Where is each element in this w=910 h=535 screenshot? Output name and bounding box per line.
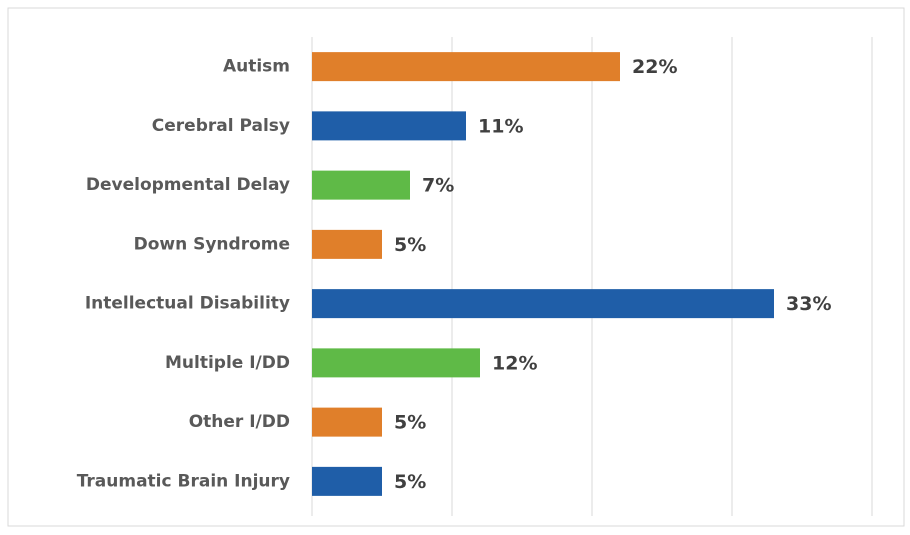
y-tick-label: Autism — [223, 57, 290, 77]
bar — [312, 52, 620, 82]
bar — [312, 407, 382, 437]
data-label: 12% — [492, 352, 537, 374]
chart-border — [7, 7, 905, 527]
data-label: 5% — [394, 412, 426, 434]
bar — [312, 111, 466, 141]
data-label: 5% — [394, 234, 426, 256]
bar — [312, 348, 480, 378]
bar — [312, 289, 774, 319]
bar — [312, 170, 410, 200]
y-tick-label: Multiple I/DD — [165, 353, 290, 373]
y-tick-label: Intellectual Disability — [85, 294, 290, 314]
y-tick-label: Developmental Delay — [86, 175, 290, 195]
data-label: 7% — [422, 175, 454, 197]
y-tick-label: Traumatic Brain Injury — [77, 471, 290, 491]
data-label: 22% — [632, 56, 677, 78]
y-tick-label: Other I/DD — [189, 412, 290, 432]
bar — [312, 229, 382, 259]
y-tick-label: Down Syndrome — [134, 234, 290, 254]
data-label: 33% — [786, 293, 831, 315]
data-label: 11% — [478, 115, 523, 137]
data-label: 5% — [394, 471, 426, 493]
bar — [312, 466, 382, 496]
y-tick-label: Cerebral Palsy — [152, 116, 290, 136]
